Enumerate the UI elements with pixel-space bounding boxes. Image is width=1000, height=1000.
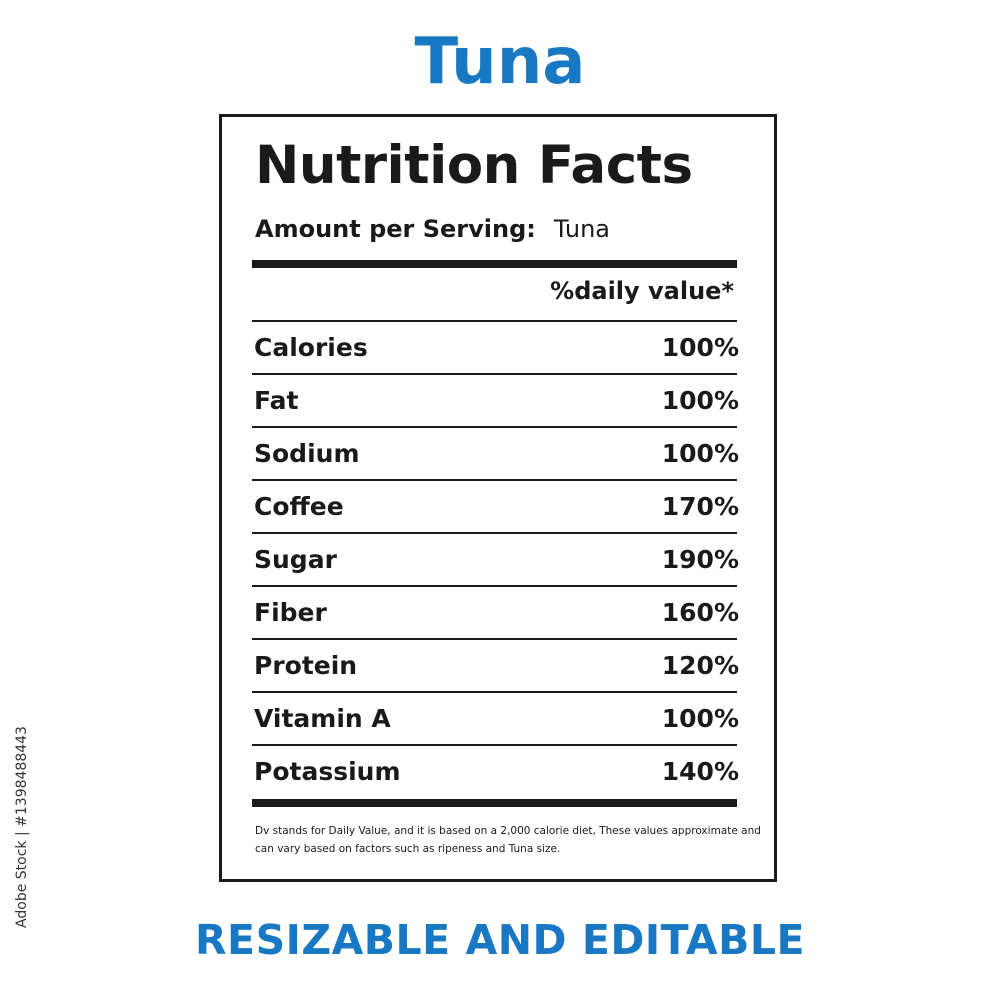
page-title: Tuna	[414, 25, 586, 99]
thick-divider-bottom	[252, 799, 737, 807]
nutrient-list: Calories 100% Fat 100% Sodium 100% Coffe…	[252, 320, 739, 797]
nutrient-percent: 100%	[661, 704, 739, 733]
nutrient-name: Potassium	[254, 757, 401, 786]
stock-id-watermark: Adobe Stock | #1398488443	[6, 726, 38, 928]
nutrient-row: Fat 100%	[252, 373, 739, 426]
nutrient-row: Fiber 160%	[252, 585, 739, 638]
nutrient-row: Protein 120%	[252, 638, 739, 691]
nutrient-name: Fiber	[254, 598, 327, 627]
nutrient-row: Coffee 170%	[252, 479, 739, 532]
nutrient-percent: 190%	[661, 545, 739, 574]
nutrient-percent: 100%	[661, 386, 739, 415]
serving-label: Amount per Serving:	[255, 215, 536, 243]
nutrient-percent: 100%	[661, 333, 739, 362]
nutrient-row: Sugar 190%	[252, 532, 739, 585]
footnote: Dv stands for Daily Value, and it is bas…	[255, 825, 761, 855]
nutrient-name: Calories	[254, 333, 368, 362]
nutrient-name: Fat	[254, 386, 299, 415]
nutrient-percent: 100%	[661, 439, 739, 468]
nutrient-name: Coffee	[254, 492, 344, 521]
stock-id-text: Adobe Stock | #1398488443	[14, 726, 30, 928]
tagline: RESIZABLE AND EDITABLE	[194, 916, 806, 964]
nutrition-label: Nutrition Facts Amount per Serving: Tuna …	[219, 114, 777, 882]
daily-value-header: %daily value*	[550, 277, 734, 305]
nutrient-row: Potassium 140%	[252, 744, 739, 797]
nutrient-name: Vitamin A	[254, 704, 391, 733]
thick-divider-top	[252, 260, 737, 268]
nutrient-row: Vitamin A 100%	[252, 691, 739, 744]
nutrient-percent: 140%	[661, 757, 739, 786]
nutrient-percent: 170%	[661, 492, 739, 521]
nutrient-name: Sodium	[254, 439, 360, 468]
label-heading: Nutrition Facts	[255, 135, 693, 196]
nutrient-name: Sugar	[254, 545, 337, 574]
nutrient-name: Protein	[254, 651, 358, 680]
nutrient-row: Sodium 100%	[252, 426, 739, 479]
serving-value: Tuna	[553, 215, 611, 243]
nutrient-row: Calories 100%	[252, 320, 739, 373]
nutrient-percent: 120%	[661, 651, 739, 680]
serving-row: Amount per Serving: Tuna	[255, 211, 610, 247]
nutrient-percent: 160%	[661, 598, 739, 627]
